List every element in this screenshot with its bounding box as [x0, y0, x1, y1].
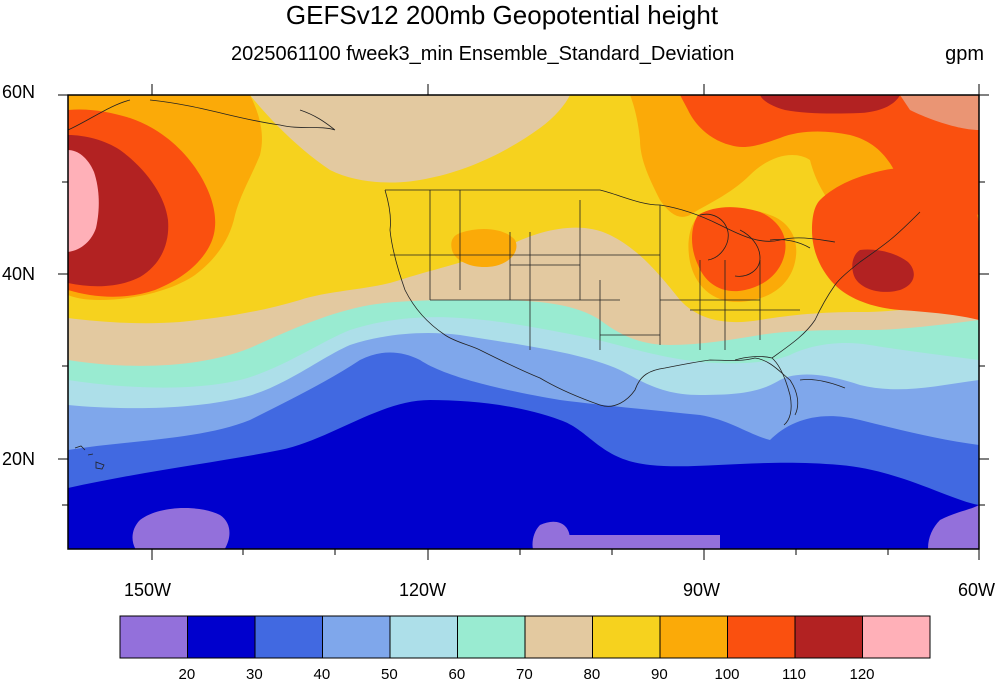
colorbar-label: 90	[651, 666, 668, 683]
colorbar-swatch	[862, 615, 931, 659]
lon-label-120w: 120W	[399, 580, 447, 600]
colorbar-label: 120	[849, 666, 875, 683]
lat-label-20n: 20N	[2, 449, 36, 469]
colorbar-label: 80	[583, 666, 601, 683]
colorbar-label: 70	[516, 666, 533, 683]
plot-frame	[67, 94, 980, 550]
colorbar-swatch	[659, 615, 728, 659]
colorbar-label: 20	[178, 666, 196, 683]
colorbar-label: 110	[782, 666, 806, 683]
colorbar-swatch	[524, 615, 593, 659]
units-label: gpm	[945, 43, 984, 65]
colorbar-label: 100	[714, 666, 740, 683]
colorbar-swatch	[322, 615, 391, 659]
lon-label-60w: 60W	[958, 580, 996, 600]
colorbar	[119, 615, 931, 659]
colorbar-label: 60	[448, 666, 466, 683]
map-title: GEFSv12 200mb Geopotential height	[285, 0, 719, 30]
colorbar-swatch	[592, 615, 661, 659]
colorbar-label: 50	[381, 666, 398, 683]
lat-label-40n: 40N	[2, 264, 36, 284]
contour-fill	[68, 95, 979, 549]
colorbar-swatch	[119, 615, 188, 659]
lon-label-90w: 90W	[683, 580, 721, 600]
colorbar-label: 30	[246, 666, 263, 683]
lon-label-150w: 150W	[124, 580, 172, 600]
colorbar-label: 40	[313, 666, 331, 683]
boundaries	[68, 99, 921, 470]
colorbar-swatch	[254, 615, 323, 659]
colorbar-swatch	[187, 615, 256, 659]
colorbar-swatch	[457, 615, 526, 659]
map-subtitle: 2025061100 fweek3_min Ensemble_Standard_…	[231, 43, 735, 65]
colorbar-swatch	[794, 615, 863, 659]
colorbar-swatch	[727, 615, 796, 659]
lat-label-60n: 60N	[2, 82, 36, 102]
tick-marks	[58, 84, 989, 560]
colorbar-swatch	[389, 615, 458, 659]
